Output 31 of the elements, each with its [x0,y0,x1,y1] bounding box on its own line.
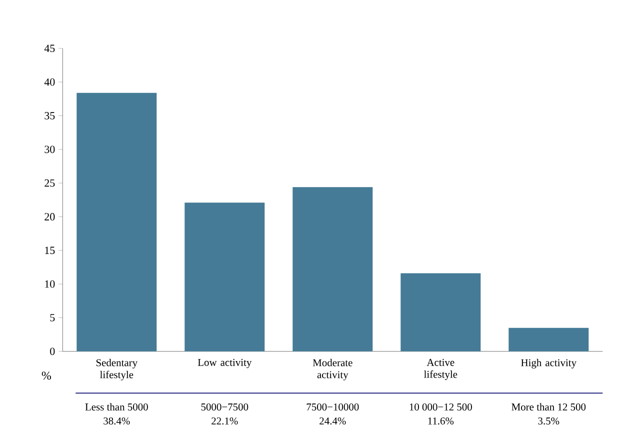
y-tick-label: 40 [44,78,55,86]
y-tick-label: 0 [50,348,55,356]
y-tick-label: 35 [44,112,55,120]
y-axis-title: % [42,372,52,380]
y-tick-label: 15 [45,246,55,254]
data-label: 38.4% [104,417,130,425]
bar [184,202,265,352]
x-tick-label: Sedentary lifestyle [96,358,138,380]
bar [292,187,373,352]
text: 10 000−12 500 [410,403,472,410]
x-tick-label: Moderate activity [312,358,352,380]
text: Less than 5000 [85,403,148,410]
bar [508,328,589,352]
y-tick-label: 5 [50,314,55,322]
data-label: 11.6% [428,417,454,425]
x-tick-label: Low activity [198,358,252,368]
y-tick-label: 45 [44,44,55,52]
text: 5000−7500 [201,403,248,410]
y-tick-label: 30 [44,146,55,154]
y-tick-label: 10 [45,280,55,288]
bar [76,92,157,352]
x-tick-label: High activity [521,358,576,368]
text: More than 12 500 [512,403,586,410]
data-label: 24.4% [320,417,346,425]
text: 7500−10000 [306,403,359,410]
y-tick-label: 25 [44,179,55,187]
bar [400,273,481,352]
y-tick-label: 20 [44,213,55,220]
x-tick-label: Active lifestyle [424,358,458,380]
data-label: 22.1% [212,417,238,425]
data-label: 3.5% [538,417,560,425]
